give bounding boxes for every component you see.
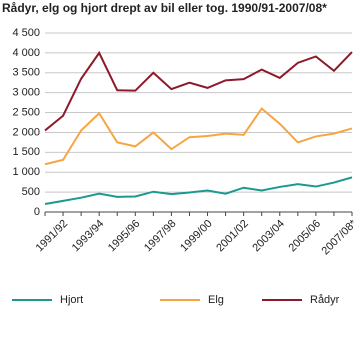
- x-tick-label: 1995/96: [106, 218, 143, 255]
- y-tick-label: 1 500: [12, 146, 40, 158]
- y-tick-label: 500: [22, 186, 40, 198]
- y-tick-label: 0: [34, 206, 40, 218]
- x-tick-label: 1997/98: [142, 218, 179, 255]
- y-tick-label: 2 000: [12, 126, 40, 138]
- y-tick-label: 2 500: [12, 106, 40, 118]
- y-tick-label: 3 500: [12, 67, 40, 79]
- series-line: [44, 107, 353, 166]
- chart-title: Rådyr, elg og hjort drept av bil eller t…: [2, 1, 327, 15]
- y-tick-label: 1 000: [12, 166, 40, 178]
- legend-label: Hjort: [60, 294, 83, 306]
- y-tick-label: 4 500: [12, 27, 40, 39]
- legend-label: Rådyr: [310, 294, 340, 306]
- y-tick-label: 3 000: [12, 87, 40, 99]
- x-tick-label: 1993/94: [70, 218, 107, 255]
- series-line: [44, 50, 353, 132]
- x-tick-label: 2001/02: [214, 218, 251, 255]
- series-line: [44, 176, 353, 206]
- y-tick-label: 4 000: [12, 47, 40, 59]
- x-tick-label: 1999/00: [178, 218, 215, 255]
- x-tick-label: 2005/06: [286, 218, 323, 255]
- x-tick-label: 1991/92: [34, 218, 71, 255]
- x-tick-label: 2003/04: [250, 218, 287, 255]
- x-tick-label: 2007/08*: [320, 217, 360, 257]
- legend-label: Elg: [208, 294, 224, 306]
